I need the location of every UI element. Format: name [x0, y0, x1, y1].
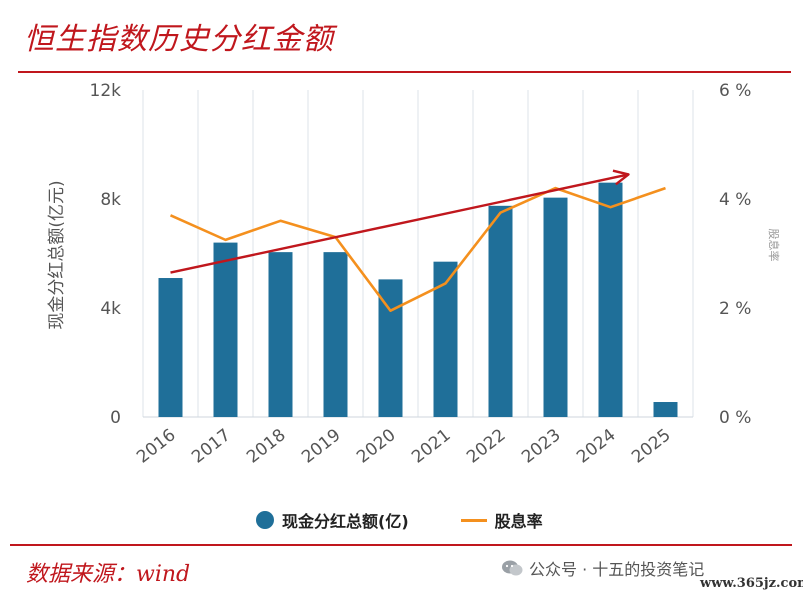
legend-item-line: 股息率 — [421, 508, 543, 532]
bar-2016 — [158, 278, 183, 417]
bar-2019 — [323, 252, 348, 417]
axis-layer: 0 4k 8k 12k 0 % 2 % 4 % 6 % 2016 2017 2018 2019 2020… — [90, 81, 752, 468]
x-tick-label: 2023 — [518, 425, 564, 467]
y2-tick-label: 4 % — [719, 190, 751, 210]
x-tick-label: 2021 — [408, 425, 454, 467]
x-tick-label: 2020 — [353, 425, 399, 467]
legend-line-label: 股息率 — [494, 512, 543, 531]
bar-2022 — [488, 205, 513, 417]
legend-item-bar: 现金分红总额(亿) — [256, 508, 409, 532]
line-layer — [169, 186, 666, 313]
wechat-icon — [502, 560, 523, 576]
y-tick-label: 4k — [100, 299, 121, 319]
bar-2025 — [653, 402, 678, 417]
bar-2020 — [378, 279, 403, 417]
x-tick-label: 2022 — [463, 425, 509, 467]
y2-tick-label: 6 % — [719, 81, 751, 101]
bar-2017 — [213, 242, 238, 417]
x-tick-label: 2025 — [628, 425, 674, 467]
y2-tick-label: 0 % — [719, 408, 751, 428]
bar-2024 — [598, 182, 623, 417]
chart-svg: 0 4k 8k 12k 0 % 2 % 4 % 6 % 2016 2017 2018 2019 2020… — [47, 81, 781, 468]
trend-layer — [170, 169, 630, 274]
x-tick-label: 2024 — [573, 425, 619, 467]
grid-layer — [142, 90, 694, 418]
x-tick-label: 2016 — [133, 425, 179, 467]
legend-line-swatch — [460, 518, 487, 522]
y2-axis-label: 股息率 — [767, 229, 781, 262]
bottom-divider — [10, 544, 792, 546]
bar-2018 — [268, 252, 293, 417]
y-tick-label: 8k — [100, 190, 121, 210]
trend-arrow-head — [612, 169, 630, 186]
dividend-yield-line — [169, 186, 666, 313]
y-axis-label: 现金分红总额(亿元) — [47, 180, 67, 329]
trend-arrow-line — [170, 173, 629, 274]
x-tick-label: 2019 — [298, 425, 344, 467]
watermark: 公众号 · 十五的投资笔记 — [501, 556, 704, 580]
chart-title: 恒生指数历史分红金额 — [24, 22, 334, 57]
y2-tick-label: 2 % — [719, 299, 751, 319]
bar-2023 — [543, 197, 568, 417]
top-divider — [18, 71, 791, 73]
x-tick-label: 2017 — [188, 425, 234, 467]
bar-2021 — [433, 261, 458, 417]
legend-bar-swatch — [256, 511, 274, 529]
y-tick-label: 0 — [110, 408, 121, 428]
watermark-text: 公众号 · 十五的投资笔记 — [529, 560, 705, 579]
legend-bar-label: 现金分红总额(亿) — [282, 512, 409, 531]
x-tick-label: 2018 — [243, 425, 289, 467]
y-tick-label: 12k — [90, 81, 122, 101]
site-url: www.365jz.com — [700, 576, 803, 591]
data-source: 数据来源：wind — [26, 562, 191, 587]
legend: 现金分红总额(亿) 股息率 — [256, 508, 543, 532]
